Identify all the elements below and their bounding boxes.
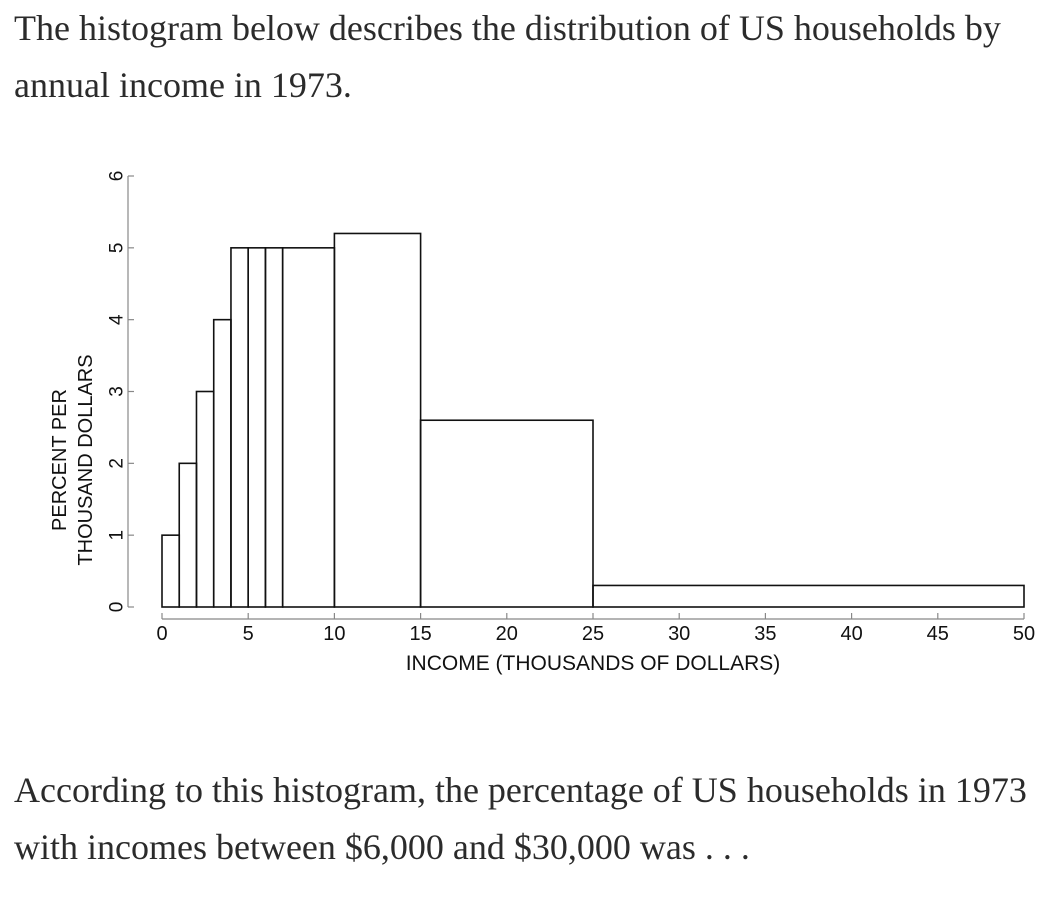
y-tick-label: 6: [107, 171, 128, 182]
x-tick-label: 10: [323, 623, 345, 645]
histogram-bar: [212, 318, 232, 608]
histogram-bar: [230, 247, 250, 608]
x-tick-label: 15: [409, 623, 431, 645]
x-tick-label: 30: [668, 623, 690, 645]
x-axis: 0 5 10 15 20 25 30 35 40 45 50: [156, 613, 1035, 645]
intro-text: The histogram below describes the distri…: [14, 8, 1001, 105]
histogram-bar: [264, 247, 284, 608]
x-tick-label: 35: [754, 623, 776, 645]
x-tick-label: 20: [496, 623, 518, 645]
histogram-bar: [178, 462, 198, 608]
x-tick-label: 45: [927, 623, 949, 645]
histogram-bars: [161, 232, 1025, 608]
x-tick-label: 5: [243, 623, 254, 645]
y-tick-label: 2: [107, 458, 128, 469]
y-axis-label-line-1: PERCENT PER: [49, 389, 71, 531]
y-tick-label: 0: [107, 602, 128, 613]
y-tick-label: 4: [107, 314, 128, 325]
x-tick-label: 40: [840, 623, 862, 645]
x-tick-label: 0: [156, 623, 167, 645]
y-tick-label: 1: [107, 530, 128, 541]
histogram-bar: [195, 390, 215, 608]
histogram-bar: [419, 419, 594, 608]
question-text: According to this histogram, the percent…: [14, 770, 1027, 867]
x-tick-label: 25: [582, 623, 604, 645]
y-axis: 0 1 2 3 4 5 6: [107, 171, 134, 613]
x-tick-label: 50: [1013, 623, 1035, 645]
histogram-bar: [247, 247, 267, 608]
y-tick-label: 3: [107, 386, 128, 397]
y-axis-label-line-2: THOUSAND DOLLARS: [75, 354, 97, 565]
histogram-bar: [333, 232, 422, 608]
y-tick-label: 5: [107, 243, 128, 254]
histogram-bar: [161, 534, 181, 608]
histogram-bar: [281, 247, 336, 608]
x-axis-label: INCOME (THOUSANDS OF DOLLARS): [406, 652, 781, 675]
histogram-bar: [592, 584, 1025, 608]
